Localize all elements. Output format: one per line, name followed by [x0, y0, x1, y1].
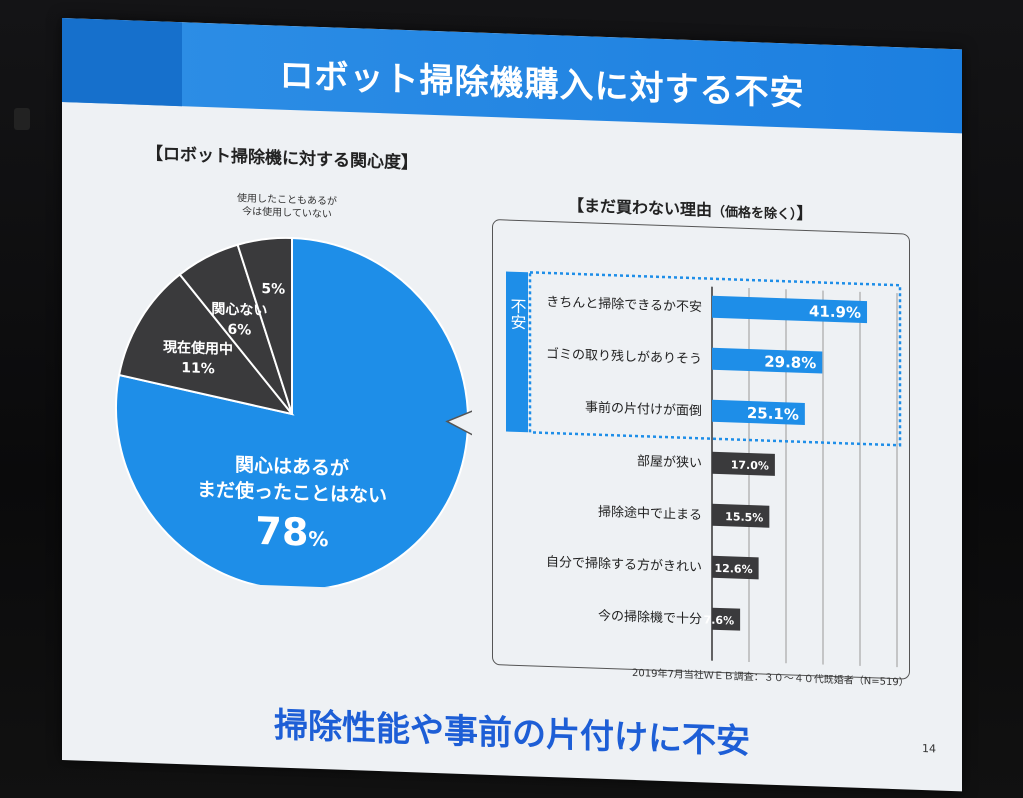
pie-value-number: 78 [255, 508, 309, 555]
bar-7 [712, 607, 741, 631]
group-tag [506, 271, 528, 433]
pie-chart [115, 236, 472, 592]
bar-category-label: 自分で掃除する方がきれい [546, 554, 702, 575]
pie-value-unit: % [308, 526, 329, 552]
bar-chart: 不安 きちんと掃除できるか不安 41.9% ゴミの取り残しがありそう 29.8% 事前の片… [506, 271, 902, 668]
bar-heading: 【まだ買わない理由（価格を除く）】 [568, 192, 813, 225]
bar-value-label: 25.1% [747, 404, 799, 424]
banner-accent [62, 18, 182, 107]
highlight-box [528, 271, 902, 447]
pie-label-line: 現在使用中 [163, 339, 234, 359]
bar-category-label: きちんと掃除できるか不安 [546, 294, 702, 315]
pie-slice-stopped [236, 236, 293, 415]
bar-category-label: 掃除途中で止まる [598, 504, 702, 524]
bar-value-label: 15.5% [725, 510, 763, 524]
bar-heading-end: 】 [796, 203, 813, 224]
pie-value-interested: 78% [162, 505, 422, 558]
pie-value: 11% [181, 360, 215, 378]
bar-2 [712, 347, 823, 374]
pie-slice-using [117, 273, 295, 416]
bar-1 [712, 295, 868, 324]
bar-6 [712, 555, 759, 580]
pie-heading: 【ロボット掃除機に対する関心度】 [146, 143, 418, 174]
page-number: 14 [922, 742, 936, 756]
pie-label-stopped: 5% [228, 278, 318, 301]
tv-sensor [14, 108, 30, 130]
bar-4 [712, 451, 775, 476]
pie-value: 5% [261, 280, 286, 298]
conclusion-text: 掃除性能や事前の片付けに不安 [274, 705, 750, 763]
bar-category-label: 事前の片付けが面倒 [585, 399, 702, 419]
bar-category-label: 今の掃除機で十分 [598, 608, 702, 628]
bar-3 [712, 399, 805, 425]
bar-value-label: 17.0% [731, 458, 769, 472]
pie-label-interested: 関心はあるが まだ使ったことはない 78% [162, 449, 422, 558]
slide-title: ロボット掃除機購入に対する不安 [279, 55, 805, 114]
pie-label-using: 現在使用中 11% [153, 338, 243, 381]
bar-heading-main: 【まだ買わない理由 [568, 195, 713, 220]
slide-screen: ロボット掃除機購入に対する不安 【ロボット掃除機に対する関心度】 【まだ買わない… [62, 18, 962, 792]
bar-value-label: 29.8% [764, 353, 816, 373]
bar-value-label: 7.6% [704, 613, 735, 627]
bar-heading-sub: （価格を除く） [712, 204, 797, 223]
bar-5 [712, 503, 770, 528]
group-tag-label: 不安 [508, 298, 527, 331]
bar-category-label: ゴミの取り残しがありそう [546, 346, 702, 367]
callout-pointer [445, 401, 472, 447]
pie-label-not-interested: 関心ない 6% [194, 299, 284, 342]
bar-category-label: 部屋が狭い [637, 454, 702, 471]
bar-value-label: 12.6% [714, 562, 752, 576]
pie-value: 6% [227, 322, 252, 339]
bar-value-label: 41.9% [809, 302, 861, 322]
